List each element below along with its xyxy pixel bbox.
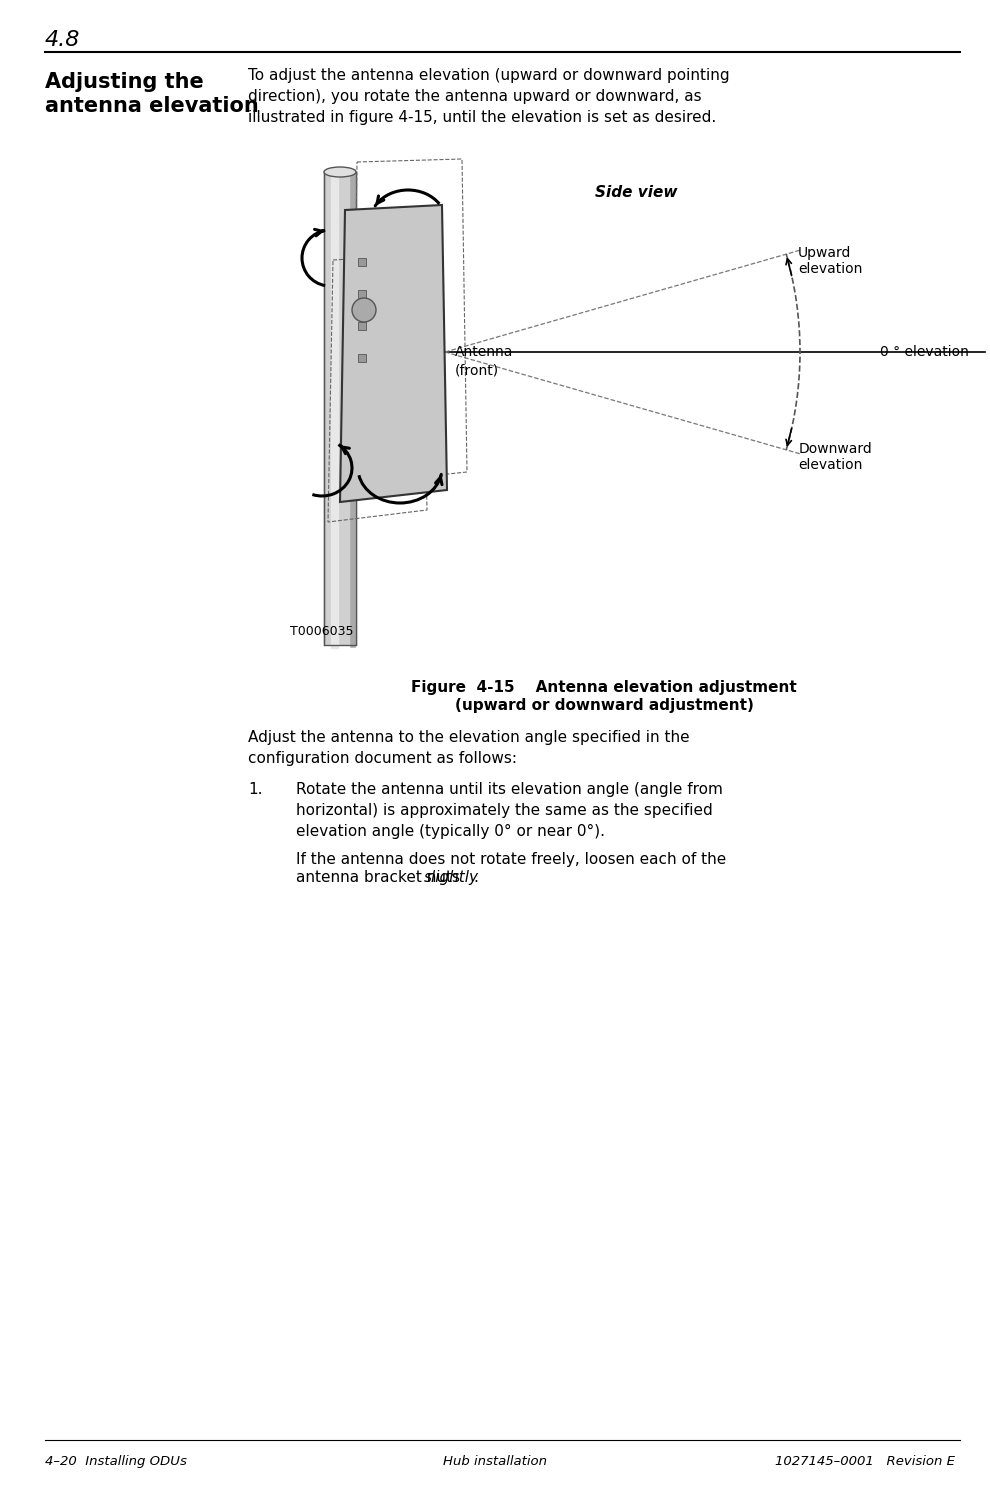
Text: Adjust the antenna to the elevation angle specified in the
configuration documen: Adjust the antenna to the elevation angl… (248, 731, 690, 766)
Bar (358, 354, 366, 362)
Text: elevation: elevation (798, 458, 862, 472)
Text: antenna bracket nuts: antenna bracket nuts (296, 870, 465, 885)
Text: (front): (front) (455, 363, 499, 376)
Text: If the antenna does not rotate freely, loosen each of the: If the antenna does not rotate freely, l… (296, 853, 727, 868)
Text: 0 ° elevation: 0 ° elevation (880, 345, 969, 359)
Text: 4–20  Installing ODUs: 4–20 Installing ODUs (45, 1455, 187, 1469)
Bar (358, 257, 366, 266)
Polygon shape (340, 205, 447, 501)
Text: .: . (473, 870, 478, 885)
Text: elevation: elevation (798, 262, 862, 277)
Circle shape (352, 298, 376, 321)
Text: Upward: Upward (798, 246, 851, 260)
Text: Adjusting the: Adjusting the (45, 71, 204, 92)
Text: Downward: Downward (798, 442, 872, 455)
Bar (358, 290, 366, 298)
Text: 1.: 1. (248, 783, 262, 798)
Bar (358, 321, 366, 330)
Text: To adjust the antenna elevation (upward or downward pointing
direction), you rot: To adjust the antenna elevation (upward … (248, 68, 730, 125)
Text: Hub installation: Hub installation (443, 1455, 547, 1469)
Polygon shape (348, 240, 356, 379)
Ellipse shape (324, 167, 356, 177)
Text: T0006035: T0006035 (290, 625, 353, 638)
Text: 4.8: 4.8 (45, 30, 80, 51)
Text: antenna elevation: antenna elevation (45, 97, 258, 116)
Text: Antenna: Antenna (455, 345, 514, 359)
Bar (324, 173, 356, 644)
Text: Side view: Side view (595, 185, 677, 199)
Text: 1027145–0001   Revision E: 1027145–0001 Revision E (775, 1455, 955, 1469)
Text: Figure  4-15    Antenna elevation adjustment: Figure 4-15 Antenna elevation adjustment (411, 680, 797, 695)
Text: Rotate the antenna until its elevation angle (angle from
horizontal) is approxim: Rotate the antenna until its elevation a… (296, 783, 723, 839)
Text: slightly: slightly (424, 870, 479, 885)
Text: (upward or downward adjustment): (upward or downward adjustment) (454, 698, 753, 713)
